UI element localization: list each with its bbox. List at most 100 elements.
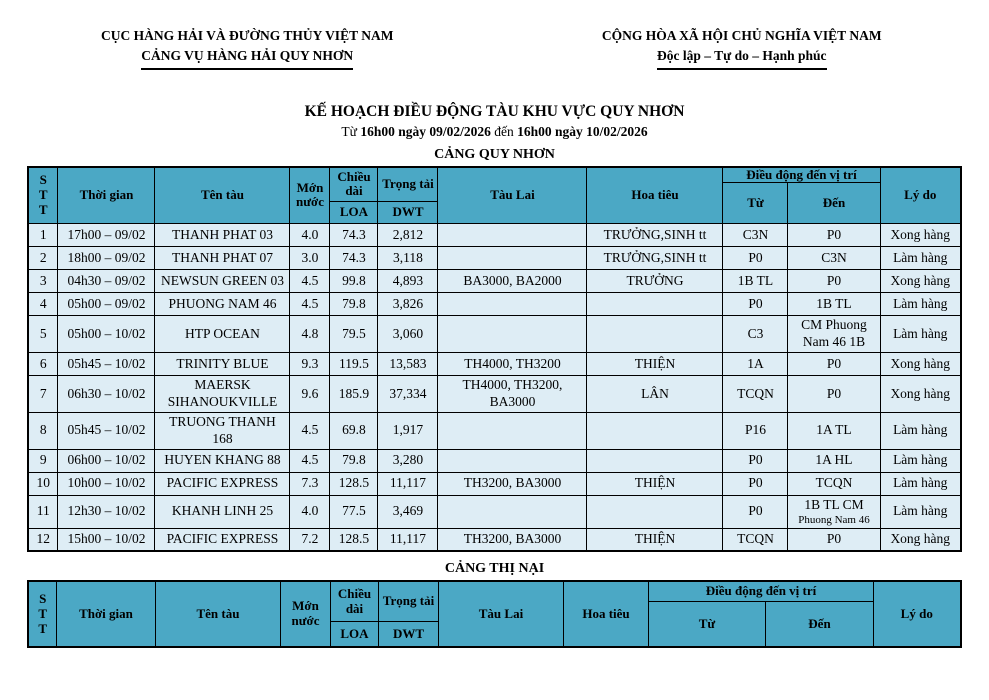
cell-stt: 8 — [27, 411, 59, 450]
table-row: 10 10h00 – 10/02 PACIFIC EXPRESS 7.3 128… — [27, 471, 962, 496]
cell-reason: Làm hàng — [879, 494, 962, 529]
cell-loa: 185.9 — [329, 375, 379, 413]
cell-pilot: THIỆN — [586, 471, 724, 496]
cell-dwt: 11,117 — [377, 527, 439, 552]
table-row: 8 05h45 – 10/02 TRUONG THANH 168 4.5 69.… — [27, 411, 962, 450]
cell-loa: 74.3 — [329, 223, 379, 248]
cell-reason: Xong hàng — [879, 269, 962, 294]
cell-to: C3N — [787, 246, 881, 271]
table-row: 6 05h45 – 10/02 TRINITY BLUE 9.3 119.5 1… — [27, 352, 962, 377]
cell-to-main: CM Phuong Nam 46 1B — [801, 317, 867, 350]
cell-reason: Làm hàng — [879, 315, 962, 354]
cell-tug — [437, 223, 588, 248]
cell-time: 17h00 – 09/02 — [57, 223, 156, 248]
cell-draft: 7.3 — [289, 471, 331, 496]
table-row: 1 17h00 – 09/02 THANH PHAT 03 4.0 74.3 2… — [27, 223, 962, 248]
cell-from: TCQN — [722, 375, 789, 413]
table-row: 11 12h30 – 10/02 KHANH LINH 25 4.0 77.5 … — [27, 494, 962, 529]
cell-time: 04h30 – 09/02 — [57, 269, 156, 294]
table-row: 9 06h00 – 10/02 HUYEN KHANG 88 4.5 79.8 … — [27, 448, 962, 473]
cell-dwt: 37,334 — [377, 375, 439, 413]
date-range-end: 16h00 ngày 10/02/2026 — [517, 123, 648, 139]
cell-to: P0 — [787, 269, 881, 294]
cell-from: P0 — [722, 246, 789, 271]
cell-dwt: 2,812 — [377, 223, 439, 248]
cell-pilot: LÂN — [586, 375, 724, 413]
section-title-thi-nai: CẢNG THỊ NẠI — [444, 561, 545, 577]
cell-time: 05h45 – 10/02 — [57, 352, 156, 377]
cell-tug — [437, 292, 588, 317]
cell-pilot: TRƯỞNG,SINH tt — [586, 223, 724, 248]
cell-to: 1A TL — [787, 411, 881, 450]
schedule-table-quy-nhon: S T T Thời gian Tên tàu Mớn nước Chiều d… — [26, 165, 962, 553]
cell-to: 1A HL — [787, 448, 881, 473]
table-row: 7 06h30 – 10/02 MAERSK SIHANOUKVILLE 9.6… — [27, 375, 962, 413]
cell-tug — [437, 246, 588, 271]
cell-from: P16 — [722, 411, 789, 450]
cell-ship-name: THANH PHAT 03 — [154, 223, 291, 248]
page-title: KẾ HOẠCH ĐIỀU ĐỘNG TÀU KHU VỰC QUY NHƠN — [304, 102, 685, 120]
col-header-length: Chiều dài — [329, 580, 379, 622]
org-left-line2: CẢNG VỤ HÀNG HẢI QUY NHƠN — [0, 46, 495, 70]
cell-reason: Xong hàng — [879, 223, 962, 248]
cell-ship-name: THANH PHAT 07 — [154, 246, 291, 271]
col-header-pilot: Hoa tiêu — [586, 165, 724, 225]
cell-time: 05h00 – 09/02 — [57, 292, 156, 317]
cell-draft: 4.8 — [289, 315, 331, 354]
cell-tug: TH4000, TH3200, BA3000 — [437, 375, 588, 413]
cell-tug — [437, 315, 588, 354]
cell-tug: TH3200, BA3000 — [437, 527, 588, 552]
table-row: 5 05h00 – 10/02 HTP OCEAN 4.8 79.5 3,060… — [27, 315, 962, 354]
table-header: S T T Thời gian Tên tàu Mớn nước Chiều d… — [27, 165, 962, 225]
cell-ship-name: HUYEN KHANG 88 — [154, 448, 291, 473]
cell-ship-name: NEWSUN GREEN 03 — [154, 269, 291, 294]
cell-from: P0 — [722, 292, 789, 317]
org-left: CỤC HÀNG HẢI VÀ ĐƯỜNG THỦY VIỆT NAM CẢNG… — [0, 26, 495, 70]
cell-draft: 4.5 — [289, 269, 331, 294]
cell-from: C3 — [722, 315, 789, 354]
cell-dwt: 4,893 — [377, 269, 439, 294]
cell-stt: 11 — [27, 494, 59, 529]
cell-ship-name: HTP OCEAN — [154, 315, 291, 354]
cell-ship-name: MAERSK SIHANOUKVILLE — [154, 375, 291, 413]
date-range-start: 16h00 ngày 09/02/2026 — [360, 123, 491, 139]
col-header-movement: Điều động đến vị trí — [647, 580, 875, 602]
col-header-ship: Tên tàu — [154, 165, 291, 225]
cell-time: 06h00 – 10/02 — [57, 448, 156, 473]
cell-to-main: P0 — [826, 273, 842, 288]
cell-draft: 3.0 — [289, 246, 331, 271]
cell-to: P0 — [787, 527, 881, 552]
cell-tug — [437, 448, 588, 473]
org-left-line2-text: CẢNG VỤ HÀNG HẢI QUY NHƠN — [141, 46, 354, 70]
cell-to: TCQN — [787, 471, 881, 496]
cell-loa: 79.5 — [329, 315, 379, 354]
cell-draft: 4.5 — [289, 448, 331, 473]
cell-time: 05h45 – 10/02 — [57, 411, 156, 450]
cell-reason: Làm hàng — [879, 292, 962, 317]
cell-pilot: THIỆN — [586, 352, 724, 377]
cell-pilot — [586, 315, 724, 354]
cell-to-main: 1B TL CM — [804, 496, 864, 512]
cell-loa: 79.8 — [329, 292, 379, 317]
cell-reason: Làm hàng — [879, 411, 962, 450]
col-header-movement: Điều động đến vị trí — [722, 165, 881, 184]
cell-to: P0 — [787, 375, 881, 413]
cell-from: P0 — [722, 494, 789, 529]
org-right: CỘNG HÒA XÃ HỘI CHỦ NGHĨA VIỆT NAM Độc l… — [495, 26, 989, 70]
cell-stt: 3 — [27, 269, 59, 294]
cell-tug: TH3200, BA3000 — [437, 471, 588, 496]
cell-draft: 9.3 — [289, 352, 331, 377]
cell-loa: 77.5 — [329, 494, 379, 529]
cell-stt: 1 — [27, 223, 59, 248]
cell-to-main: P0 — [826, 355, 842, 371]
cell-to: CM Phuong Nam 46 1B — [787, 315, 881, 354]
cell-to: 1B TL — [787, 292, 881, 317]
cell-to: P0 — [787, 352, 881, 377]
title-block: KẾ HOẠCH ĐIỀU ĐỘNG TÀU KHU VỰC QUY NHƠN … — [0, 103, 989, 140]
cell-draft: 4.5 — [289, 411, 331, 450]
cell-pilot — [586, 448, 724, 473]
cell-dwt: 3,469 — [377, 494, 439, 529]
cell-to-main: 1A TL — [816, 422, 852, 438]
cell-reason: Làm hàng — [879, 471, 962, 496]
